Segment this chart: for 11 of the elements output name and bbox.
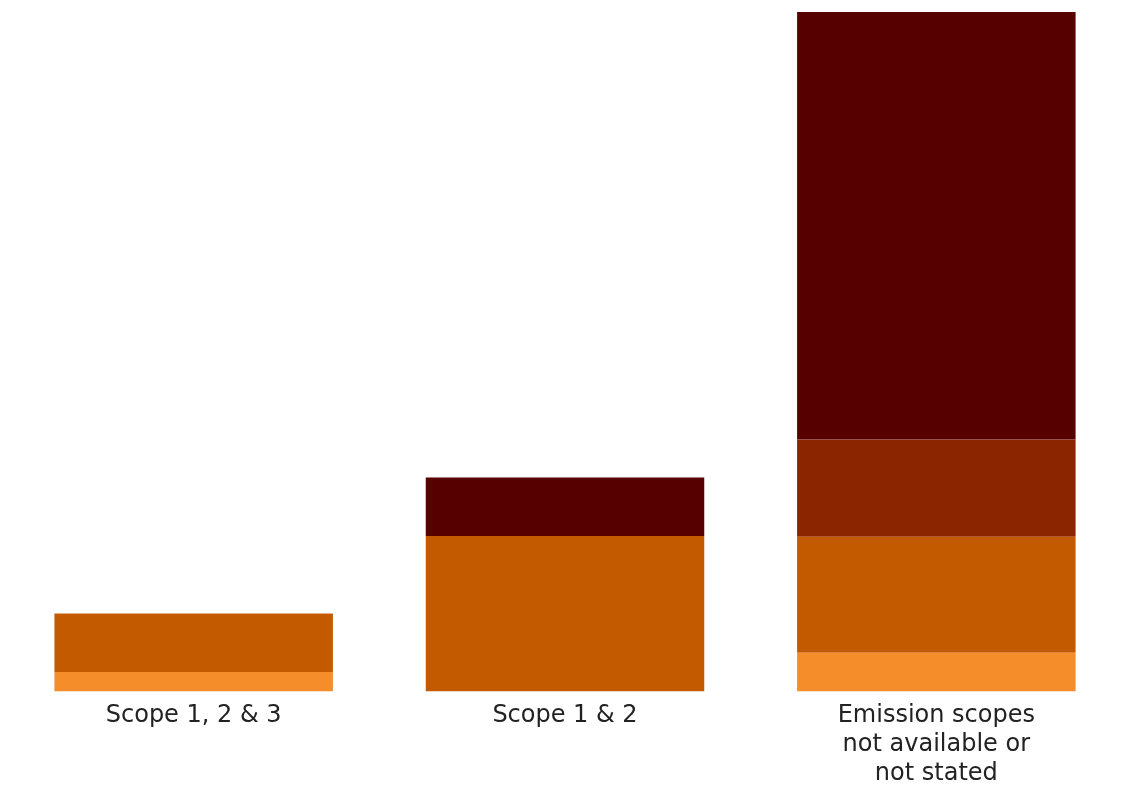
bar	[797, 536, 1076, 653]
bar	[797, 12, 1076, 440]
x-tick-label: Emission scopes not available or not stated	[837, 700, 1035, 786]
bar	[797, 439, 1076, 537]
x-tick-label: Scope 1 & 2	[492, 700, 638, 729]
x-tick-label: Scope 1, 2 & 3	[105, 700, 282, 729]
bar	[54, 613, 333, 672]
bar	[797, 652, 1076, 692]
bar	[425, 535, 705, 692]
bar	[425, 477, 705, 536]
bar	[54, 671, 333, 692]
